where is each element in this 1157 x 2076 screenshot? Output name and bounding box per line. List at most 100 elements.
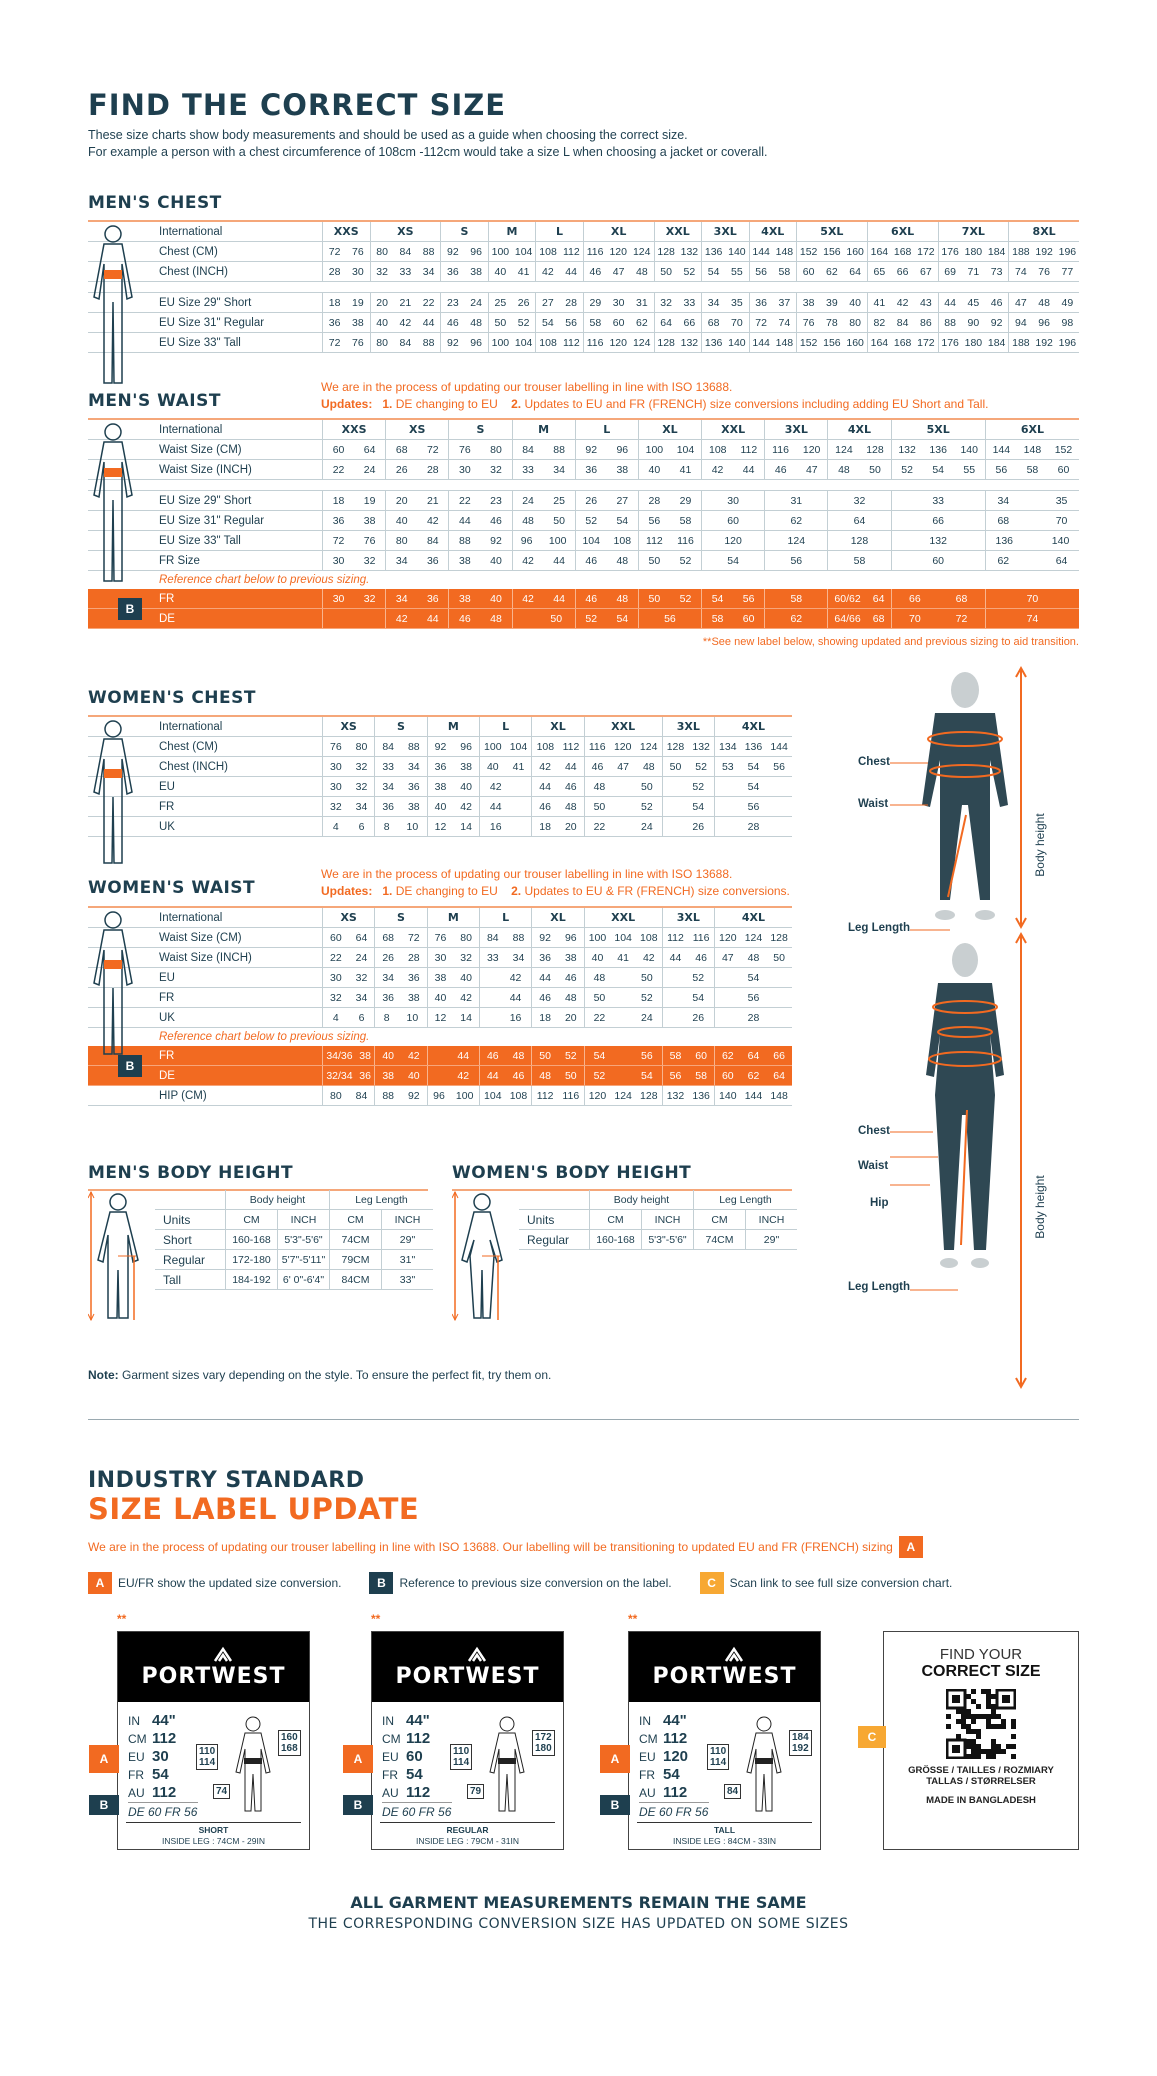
cell-value: 120 xyxy=(609,336,627,349)
size-group-cell: 40 42 xyxy=(426,797,479,816)
size-group-cell: 50 52 xyxy=(531,1046,583,1065)
cell-value: 8 xyxy=(383,820,390,833)
cell-value: 32/34 xyxy=(326,1069,353,1082)
size-header-s: S xyxy=(374,717,426,736)
cell-value: 34/36 xyxy=(326,1049,353,1062)
intro-line: These size charts show body measurements… xyxy=(88,128,688,142)
size-group-cell: 84 88 xyxy=(374,737,426,756)
cell-value: 60 xyxy=(1057,463,1070,476)
cell-value: 86 xyxy=(920,316,932,329)
cell-value: 44 xyxy=(539,971,551,984)
row-label: Chest (INCH) xyxy=(159,760,229,773)
size-group-cell: 46 48 xyxy=(531,988,583,1007)
qr-line1: FIND YOUR xyxy=(939,1646,1023,1663)
row-label: DE xyxy=(159,612,175,625)
cell-value: 46 xyxy=(564,971,577,984)
cell-value: 68 xyxy=(382,931,394,944)
size-group-cell xyxy=(322,609,385,628)
cell-value: 88 xyxy=(382,1089,394,1102)
cell-value: 29 xyxy=(679,494,692,507)
cell-value: 124 xyxy=(744,931,763,944)
size-group-cell: 26 27 xyxy=(574,491,638,510)
size-value: 44" xyxy=(406,1712,430,1729)
cell-value: 22 xyxy=(593,1011,606,1024)
size-header-xl: XL xyxy=(531,908,583,927)
row-label: HIP (CM) xyxy=(159,1089,207,1102)
cell-value: 30 xyxy=(332,592,345,605)
size-group-cell: 42 xyxy=(478,777,531,796)
card-footer: SHORT INSIDE LEG : 74CM - 29IN xyxy=(126,1822,301,1847)
cell-value: 20 xyxy=(376,296,388,309)
cell-value: 42 xyxy=(642,951,655,964)
row-label: FR Size xyxy=(159,554,200,567)
size-group-cell: 8 10 xyxy=(374,817,426,836)
mens-waist-updates: Updates: 1. DE changing to EU 2. Updates… xyxy=(321,395,988,413)
cell-value: 66 xyxy=(932,514,945,527)
cell-value: 172-180 xyxy=(225,1250,277,1269)
cell-value: 14 xyxy=(460,1011,472,1024)
cell-value: 112 xyxy=(667,931,684,944)
size-group-cell: 116 120 124 xyxy=(582,333,654,352)
qr-code-icon[interactable] xyxy=(946,1689,1016,1759)
cell-value: 152 xyxy=(799,336,818,349)
size-group-cell: 58 xyxy=(827,551,890,570)
size-group-cell: 74 76 77 xyxy=(1008,262,1079,281)
cell-value: 38 xyxy=(564,951,577,964)
size-group-cell: 88 90 92 xyxy=(937,313,1009,332)
table-row: Waist Size (CM) 60 64 68 72 76 80 84 88 92 96 100 10… xyxy=(88,928,792,948)
body-height-row: Regular 172-180 5'7"-5'11" 79CM 31" xyxy=(155,1250,433,1270)
cell-value: 100 xyxy=(491,336,510,349)
size-group-cell: 70 72 xyxy=(890,609,985,628)
badge-a: A xyxy=(343,1745,373,1773)
label-figure-icon xyxy=(746,1716,782,1812)
cell-value: 45 xyxy=(967,296,980,309)
size-group-cell: 22 24 xyxy=(583,1008,662,1027)
size-key: EU xyxy=(382,1750,399,1764)
cell-value: 60 xyxy=(612,316,625,329)
cell-value: 112 xyxy=(562,336,580,349)
size-header-l: L xyxy=(574,420,638,439)
cell-value: 52 xyxy=(517,316,530,329)
cell-value: 124 xyxy=(632,245,651,258)
cell-value: 20 xyxy=(395,494,408,507)
cell-value: 36 xyxy=(585,463,598,476)
size-group-cell: 30 32 xyxy=(448,460,511,479)
womens-chest-heading: WOMEN'S CHEST xyxy=(88,688,256,708)
size-group-cell: 34/36 38 xyxy=(322,1046,374,1065)
cell-value: 100 xyxy=(484,740,502,753)
size-group-cell: 80 84 xyxy=(385,531,448,550)
cell-value: 38 xyxy=(359,1049,371,1062)
cell-value: 112 xyxy=(562,245,580,258)
cell-value: 112 xyxy=(740,443,758,456)
cell-value: 40 xyxy=(395,514,408,527)
size-header-6xl: 6XL xyxy=(984,420,1079,439)
cell-value: 58 xyxy=(711,612,724,625)
cell-value: 24 xyxy=(641,820,653,833)
size-group-cell: 23 24 xyxy=(440,293,488,312)
size-header-4xl: 4XL xyxy=(827,420,890,439)
size-group-cell: 42 xyxy=(478,968,531,987)
card-mark: ** xyxy=(117,1612,127,1626)
size-group-cell: 60 64 xyxy=(322,440,385,459)
cell-value: 192 xyxy=(1035,245,1053,258)
size-group-cell: 44 46 xyxy=(531,777,583,796)
reference-note: Reference chart below to previous sizing… xyxy=(159,574,370,586)
size-header-xs: XS xyxy=(322,908,374,927)
table-row: UK 4 6 8 10 12 14 16 18 20 22 24 26 28 xyxy=(88,1008,792,1028)
cell-value: 32 xyxy=(460,951,472,964)
cell-value: 54 xyxy=(692,991,705,1004)
size-group-cell: 18 20 xyxy=(531,1008,583,1027)
size-group-cell: 136 140 xyxy=(701,333,749,352)
size-label-card: PORTWEST IN 44" CM 112 EU 120 FR 54 AU 112 DE 60 FR… xyxy=(628,1631,821,1850)
cell-value: 76 xyxy=(802,316,815,329)
size-group-cell: 28 xyxy=(713,1008,792,1027)
cell-value: 62 xyxy=(747,1069,760,1082)
size-lines: IN 44" CM 112 EU 60 FR 54 AU 112 xyxy=(382,1712,430,1802)
size-group-cell: 46 48 xyxy=(574,589,638,608)
updates-label: Updates: xyxy=(321,397,373,411)
cell-value: 44 xyxy=(509,991,522,1004)
size-group-cell: 47 48 50 xyxy=(713,948,792,967)
waist-box: 110 114 xyxy=(707,1744,730,1770)
size-group-cell: 52 54 xyxy=(574,609,638,628)
size-group-cell: 140 144 148 xyxy=(713,1086,792,1105)
